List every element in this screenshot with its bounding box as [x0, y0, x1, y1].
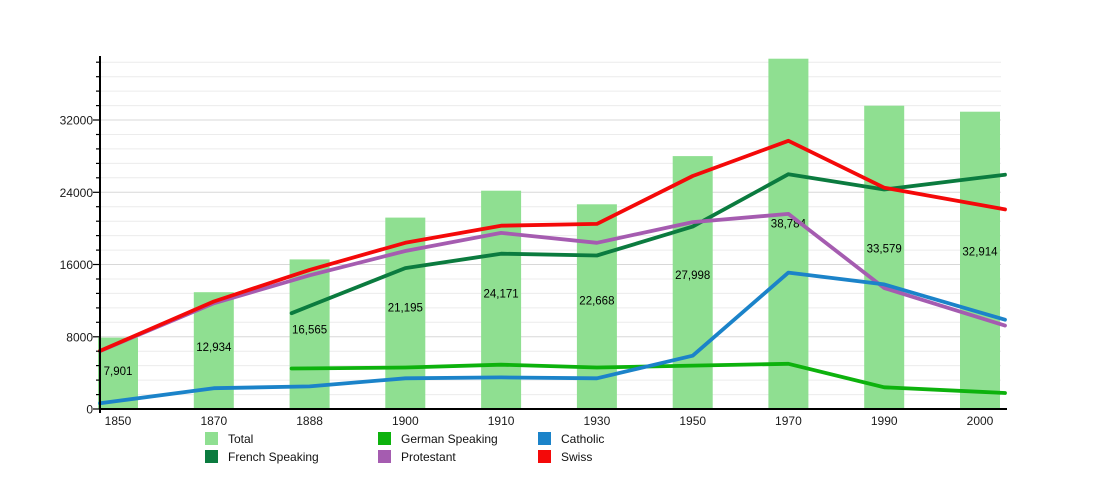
bar-2000 — [960, 111, 1000, 409]
legend-label: Protestant — [401, 449, 456, 464]
bar-label-1950: 27,998 — [675, 270, 710, 282]
x-axis-label-1900: 1900 — [392, 414, 419, 428]
legend-swatch-catholic — [538, 432, 551, 445]
x-axis-label-1910: 1910 — [488, 414, 515, 428]
series-line-swiss — [98, 138, 1007, 353]
bar-label-1870: 12,934 — [196, 342, 232, 354]
legend-label: Total — [228, 431, 254, 446]
y-axis-label: 0 — [86, 403, 93, 417]
y-axis-label: 16000 — [60, 258, 94, 272]
legend-item-french-speaking: French Speaking — [205, 448, 378, 465]
legend: Total French Speaking German Speaking Prote… — [205, 430, 658, 465]
y-axis-label: 32000 — [60, 114, 94, 128]
legend-item-swiss: Swiss — [538, 448, 658, 465]
bar-label-1910: 24,171 — [484, 288, 519, 300]
legend-swatch-protestant — [378, 450, 391, 463]
bar-label-1930: 22,668 — [579, 296, 614, 308]
legend-swatch-swiss — [538, 450, 551, 463]
legend-label: French Speaking — [228, 449, 319, 464]
x-axis-label-1870: 1870 — [200, 414, 227, 428]
bar-1950 — [672, 156, 713, 409]
series-line-catholic — [98, 270, 1007, 406]
bar-label-2000: 32,914 — [962, 247, 998, 259]
x-axis-label-1970: 1970 — [775, 414, 802, 428]
y-axis-label: 8000 — [66, 330, 93, 344]
legend-label: Catholic — [561, 431, 605, 446]
x-axis-label-2000: 2000 — [967, 414, 994, 428]
bar-label-1850: 7,901 — [104, 366, 133, 378]
bar-1970 — [768, 58, 809, 409]
x-axis-label-1850: 1850 — [105, 414, 132, 428]
series-line-french-speaking — [289, 172, 1007, 316]
y-axis-label: 24000 — [60, 186, 94, 200]
x-axis-label-1990: 1990 — [871, 414, 898, 428]
legend-label: German Speaking — [401, 431, 498, 446]
bar-1990 — [864, 105, 905, 409]
bar-label-1888: 16,565 — [292, 325, 327, 337]
x-axis-label-1950: 1950 — [679, 414, 706, 428]
legend-item-catholic: Catholic — [538, 430, 658, 447]
bar-label-1990: 33,579 — [867, 243, 902, 255]
legend-item-german-speaking: German Speaking — [378, 430, 538, 447]
x-axis-label-1930: 1930 — [584, 414, 611, 428]
legend-swatch-german-speaking — [378, 432, 391, 445]
legend-item-total: Total — [205, 430, 378, 447]
x-axis-label-1888: 1888 — [296, 414, 323, 428]
legend-swatch-french-speaking — [205, 450, 218, 463]
bar-label-1900: 21,195 — [388, 303, 423, 315]
legend-item-protestant: Protestant — [378, 448, 538, 465]
legend-swatch-total — [205, 432, 218, 445]
legend-label: Swiss — [561, 449, 593, 464]
